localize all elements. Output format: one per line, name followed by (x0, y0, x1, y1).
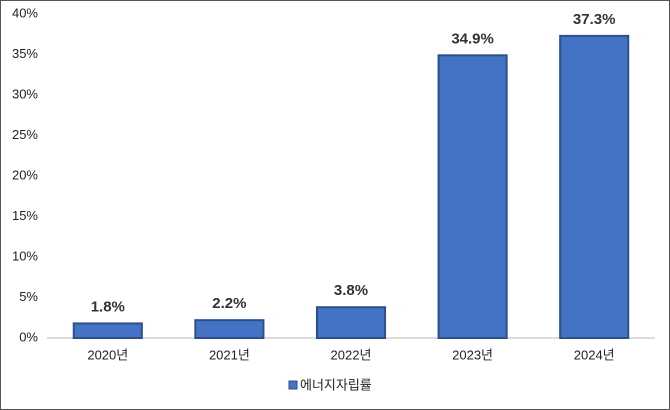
y-tick-label: 40% (12, 5, 38, 20)
legend-swatch (288, 380, 298, 390)
y-tick-label: 5% (19, 289, 38, 304)
y-tick-label: 10% (12, 248, 38, 263)
x-tick-label: 2022년 (331, 347, 372, 362)
data-label: 3.8% (334, 282, 368, 299)
y-tick-label: 25% (12, 127, 38, 142)
bar (559, 34, 630, 340)
bar (315, 306, 387, 340)
x-tick-label: 2024년 (574, 347, 615, 362)
y-tick-label: 35% (12, 46, 38, 61)
bar (72, 322, 143, 340)
x-tick-label: 2020년 (87, 347, 128, 362)
data-label: 2.2% (212, 295, 246, 312)
x-tick-label: 2021년 (209, 347, 250, 362)
legend-label: 에너지자립률 (300, 377, 372, 392)
y-tick-label: 15% (12, 208, 38, 223)
data-label: 1.8% (91, 298, 125, 315)
data-label: 37.3% (573, 11, 616, 28)
y-tick-label: 0% (19, 329, 38, 344)
bar (194, 319, 265, 339)
x-tick-label: 2023년 (452, 347, 493, 362)
y-tick-label: 30% (12, 86, 38, 101)
data-label: 34.9% (451, 30, 494, 47)
y-tick-label: 20% (12, 167, 38, 182)
bar (437, 54, 508, 340)
